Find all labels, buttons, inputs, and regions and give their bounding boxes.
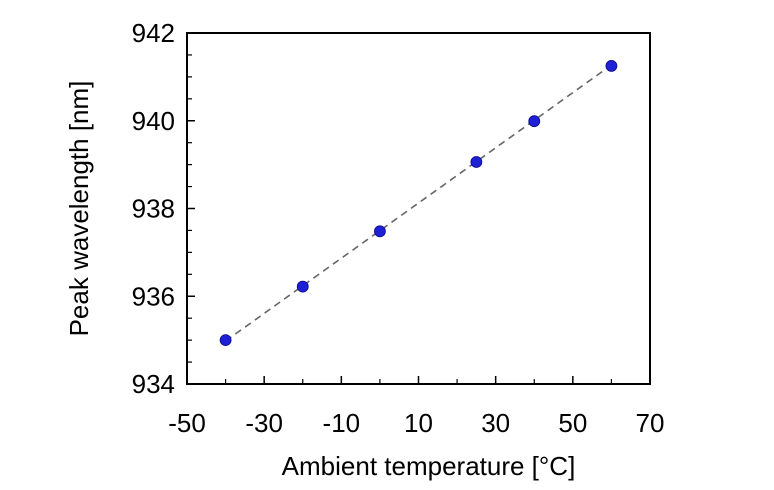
axis-ticks — [186, 32, 651, 385]
tick-labels: -50 -30 -10 10 30 50 70 934 936 938 940 942 — [132, 18, 665, 438]
y-tick-label: 940 — [132, 106, 175, 136]
y-tick-label: 938 — [132, 194, 175, 224]
x-tick-label: 70 — [636, 408, 665, 438]
plot-frame — [186, 32, 651, 385]
data-point — [528, 115, 541, 128]
data-points — [219, 60, 618, 347]
x-tick-label: 30 — [481, 408, 510, 438]
y-tick-label: 942 — [132, 18, 175, 48]
data-point — [296, 280, 309, 293]
x-tick-label: -10 — [323, 408, 361, 438]
fit-line — [225, 64, 612, 342]
y-tick-label: 936 — [132, 281, 175, 311]
x-tick-label: 50 — [558, 408, 587, 438]
data-point — [605, 60, 618, 72]
x-tick-label: -50 — [168, 408, 206, 438]
x-tick-label: 10 — [404, 408, 433, 438]
x-axis-title: Ambient temperature [°C] — [282, 451, 576, 481]
data-point — [374, 225, 386, 238]
fit-line-layer — [225, 64, 612, 342]
data-point — [470, 156, 483, 168]
y-axis-title: Peak wavelength [nm] — [64, 81, 94, 337]
data-point — [219, 334, 232, 347]
y-tick-label: 934 — [132, 369, 175, 399]
x-tick-label: -30 — [245, 408, 283, 438]
